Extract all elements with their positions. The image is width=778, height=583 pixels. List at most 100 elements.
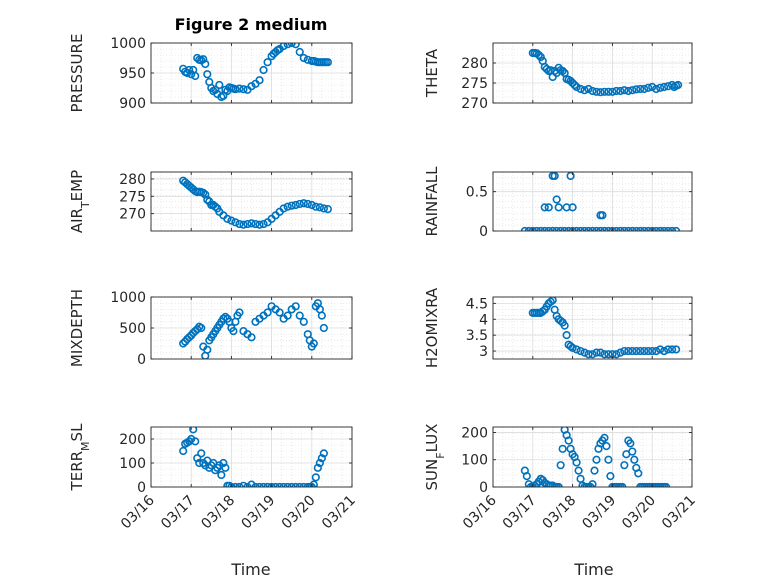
data-point (263, 482, 272, 487)
data-point (303, 199, 312, 209)
data-point (227, 482, 236, 487)
data-point (572, 345, 581, 354)
data-point (319, 323, 328, 333)
data-point (235, 219, 244, 229)
data-point (295, 47, 304, 57)
data-point (231, 218, 240, 227)
data-point (223, 214, 232, 223)
data-point (279, 482, 288, 487)
x-tick-label: 03/21 (319, 493, 359, 533)
data-point (624, 86, 633, 96)
data-point (644, 346, 653, 356)
data-point (231, 482, 240, 487)
data-point (203, 70, 212, 79)
data-point (251, 482, 260, 487)
data-point (259, 219, 268, 229)
data-point (203, 345, 212, 354)
data-point (667, 345, 677, 354)
data-point (632, 85, 641, 94)
data-point (259, 482, 268, 487)
y-axis-label: PRESSURE (68, 34, 86, 113)
data-point (608, 87, 617, 96)
data-point (624, 346, 633, 356)
x-tick-label: 03/20 (619, 493, 659, 533)
data-point (640, 84, 649, 94)
axes-box (492, 296, 693, 360)
data-point (554, 203, 563, 212)
data-point (564, 436, 573, 445)
data-point (279, 43, 288, 51)
data-point (179, 339, 188, 348)
data-point (656, 83, 665, 92)
data-point (263, 58, 272, 67)
data-point (255, 76, 264, 85)
axes-box (150, 171, 353, 232)
data-point (295, 482, 304, 487)
data-point (275, 308, 284, 317)
data-point (315, 203, 324, 212)
x-tick-label: 03/19 (239, 493, 279, 533)
data-point (574, 466, 583, 475)
x-tick-label: 03/20 (279, 493, 319, 533)
figure-title: Figure 2 medium (175, 15, 328, 34)
y-tick-label: 4.5 (466, 296, 488, 312)
data-point (588, 86, 597, 96)
data-point (291, 200, 300, 210)
data-point (251, 219, 260, 229)
data-point (217, 470, 226, 480)
data-point (197, 323, 206, 333)
data-point (299, 53, 308, 63)
data-point (576, 84, 585, 94)
data-point (660, 346, 669, 356)
data-point (562, 331, 571, 340)
y-axis-label: AIRTEMP (68, 170, 92, 233)
data-point (628, 346, 637, 356)
data-point (558, 66, 567, 76)
data-point (588, 480, 597, 487)
data-point (542, 64, 551, 74)
data-point (243, 482, 252, 487)
y-tick-label: 3 (479, 344, 488, 360)
data-point (221, 463, 230, 472)
y-axis-label: THETA (423, 48, 441, 98)
data-point (189, 427, 198, 434)
subplot-h2omixra: 33.544.5 H2OMIXRA (423, 287, 693, 368)
data-point (636, 84, 645, 94)
data-point (568, 203, 577, 212)
data-point (626, 439, 635, 448)
data-point (604, 455, 613, 464)
data-point (229, 327, 238, 336)
y-tick-label: 280 (461, 56, 488, 72)
data-point (239, 85, 248, 94)
data-point (648, 82, 657, 92)
subplot-theta: 270 275 280 THETA (423, 42, 693, 112)
data-point (309, 480, 318, 487)
data-point (552, 195, 561, 204)
data-point (644, 83, 653, 92)
data-point (568, 343, 577, 352)
y-axis-label: H2OMIXRA (423, 287, 441, 368)
data-point (572, 82, 581, 92)
data-point (590, 466, 599, 475)
data-point (247, 82, 256, 91)
y-tick-label: 280 (119, 172, 146, 188)
data-point (534, 50, 543, 60)
data-point (600, 87, 609, 96)
y-axis-label: SUNFLUX (423, 424, 447, 491)
data-point (584, 350, 593, 359)
x-tick-label: 03/19 (579, 493, 619, 533)
data-point (295, 199, 304, 209)
data-point (588, 350, 597, 359)
data-point (317, 454, 326, 463)
data-series (179, 427, 328, 487)
data-point (598, 211, 607, 220)
data-point (572, 458, 581, 467)
data-point (221, 312, 230, 321)
data-point (263, 308, 272, 317)
x-tick-label: 03/17 (500, 493, 540, 533)
data-point (231, 85, 240, 94)
data-point (299, 317, 308, 326)
data-point (540, 203, 549, 212)
data-point (566, 342, 575, 351)
